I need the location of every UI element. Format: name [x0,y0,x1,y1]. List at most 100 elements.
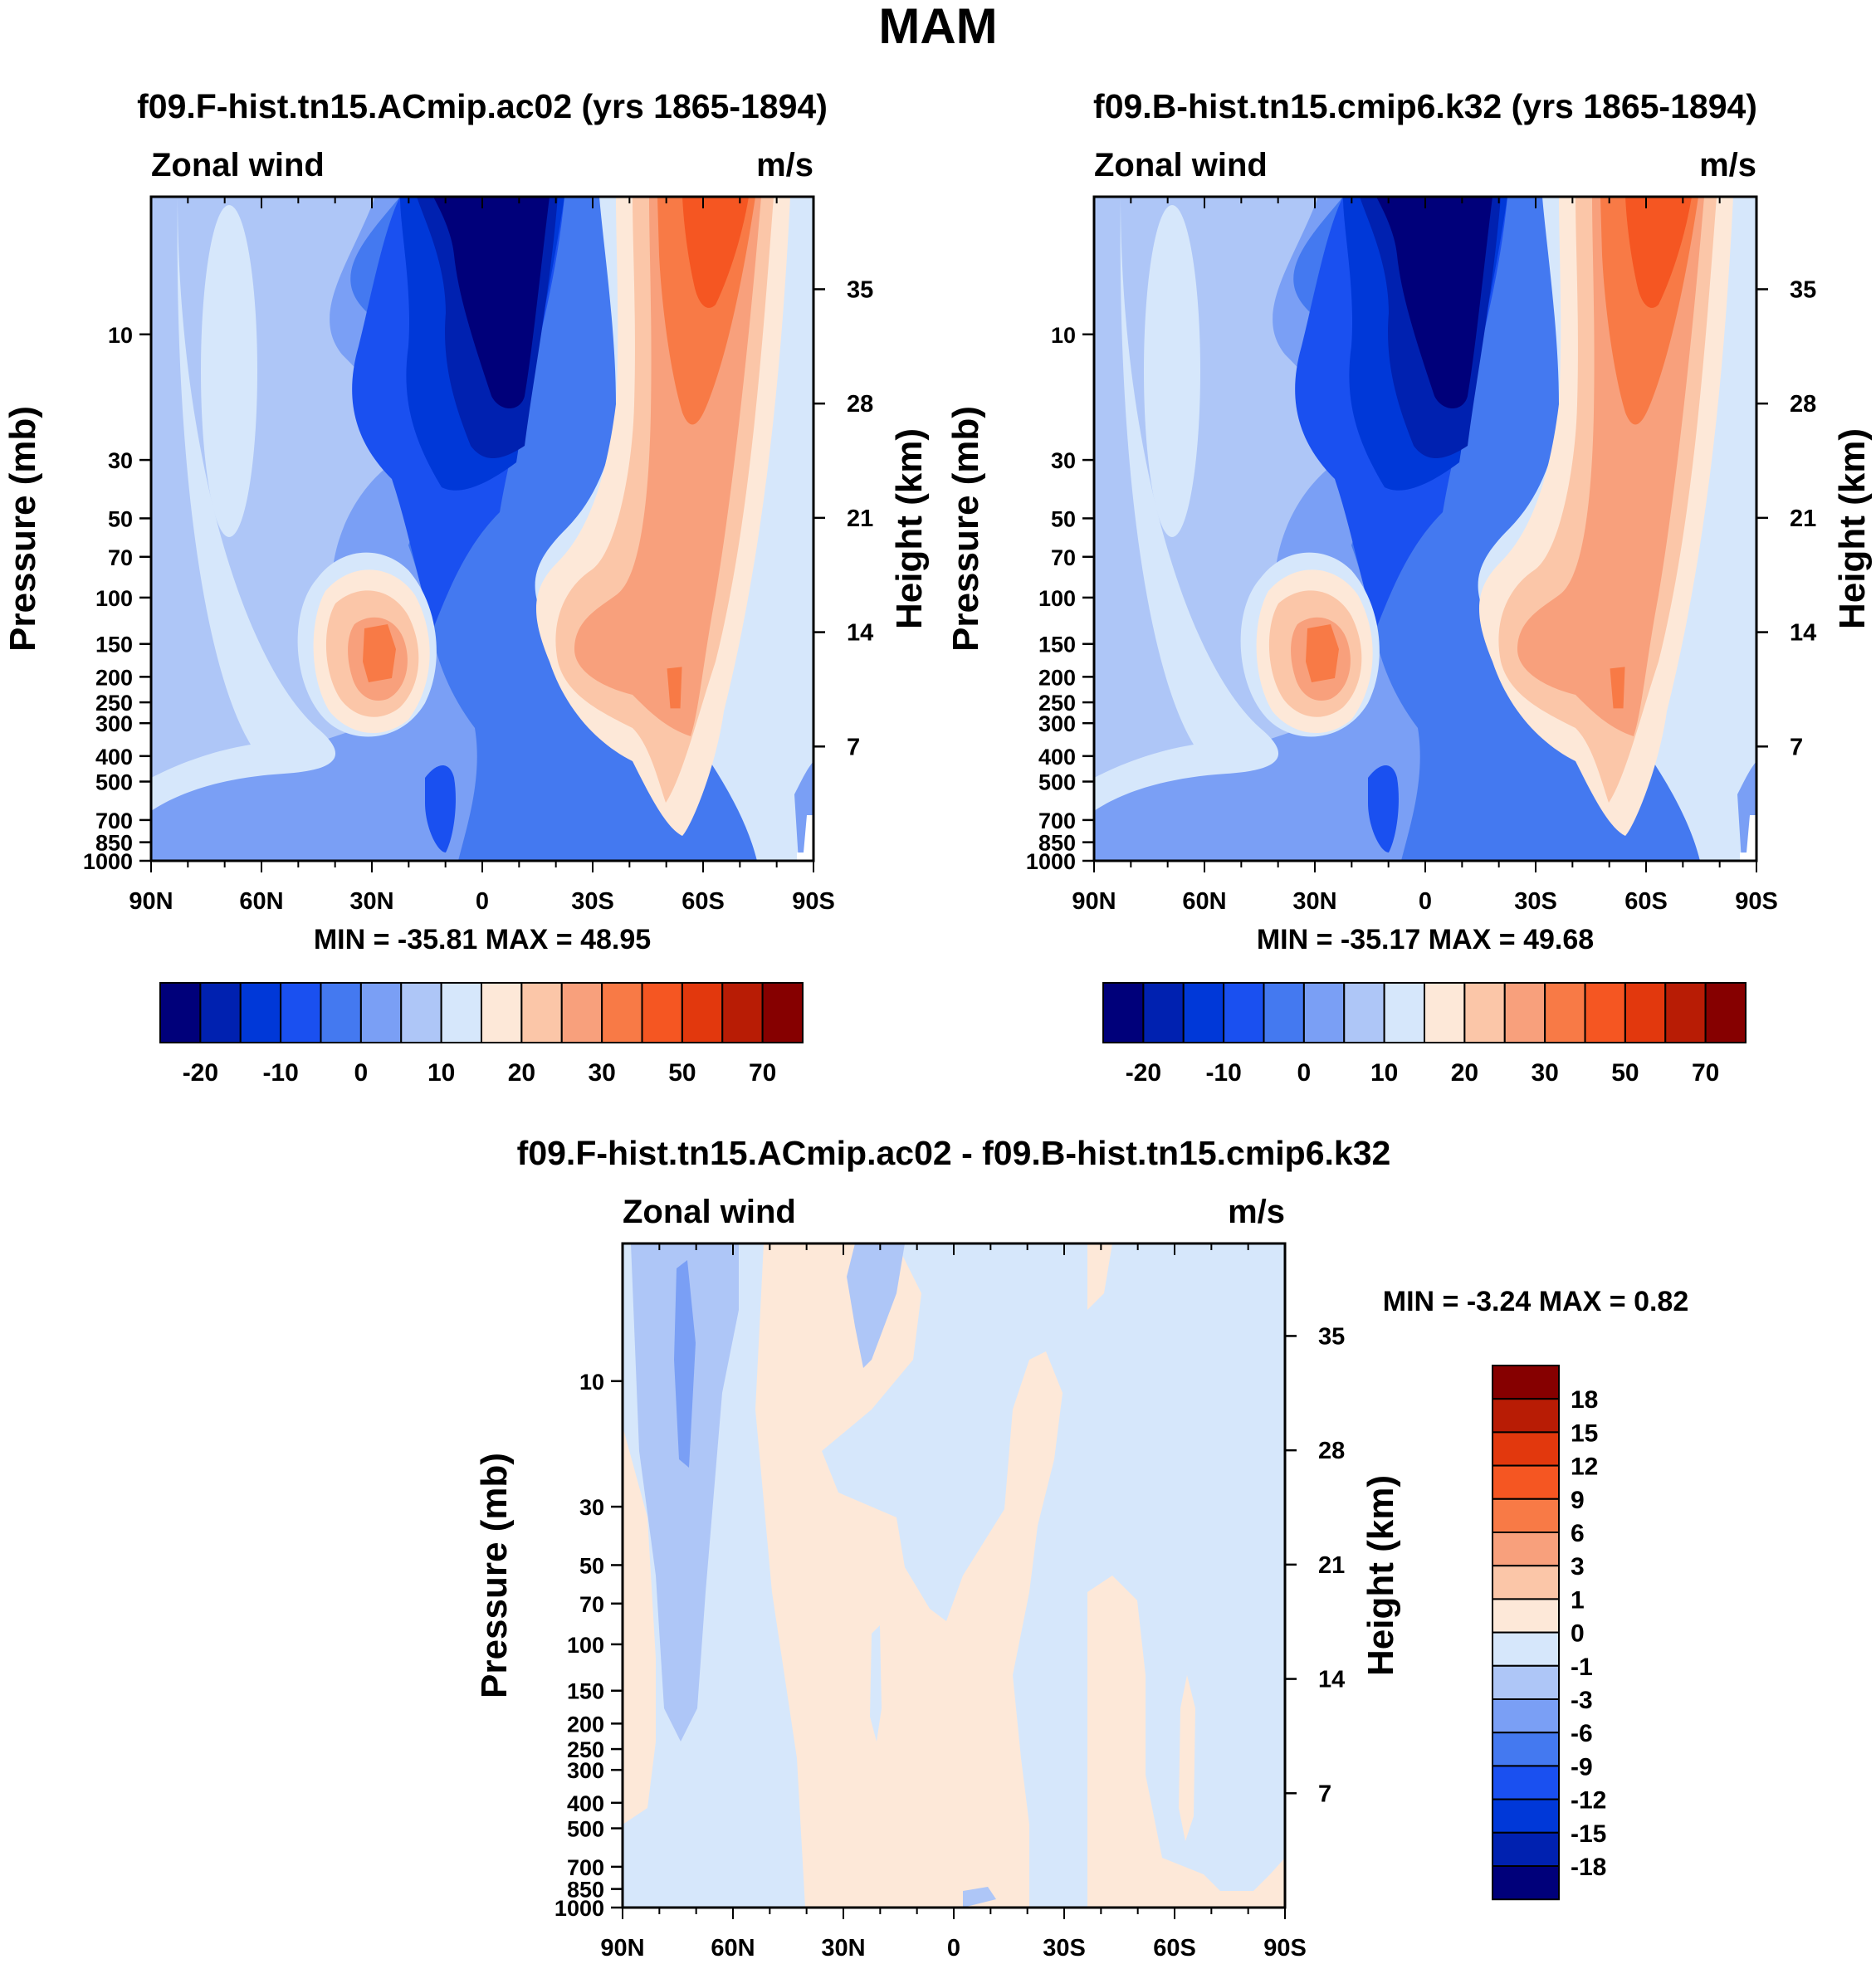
colorbar-label: -12 [1571,1787,1606,1815]
pressure-tick-label: 300 [95,711,133,736]
colorbar-swatch [1492,1664,1560,1701]
colorbar-swatch [721,982,764,1043]
pressure-tick-label: 200 [1038,665,1076,690]
lat-tick-label: 60N [239,888,283,915]
height-tick-label: 35 [847,276,873,303]
colorbar-left: -20 -10 0 10 20 30 50 70 [159,982,804,1087]
pressure-tick-label: 150 [1038,633,1076,657]
colorbar-label: 3 [1571,1553,1585,1580]
colorbar-label: 10 [1370,1059,1398,1087]
colorbar-label: 70 [1692,1059,1719,1087]
pressure-tick-label: 10 [579,1370,604,1395]
pressure-tick-label: 70 [1051,545,1076,570]
pressure-tick-label: 850 [1038,831,1076,856]
colorbar-label: 10 [427,1059,455,1087]
colorbar-swatch [1492,1631,1560,1667]
colorbar-swatch [1463,982,1506,1043]
colorbar-label: 1 [1571,1586,1585,1614]
figure-title: MAM [878,0,997,54]
diff-contour [674,1260,696,1468]
colorbar-swatch [320,982,362,1043]
pressure-tick-label: 100 [95,586,133,611]
pressure-tick-label: 100 [1038,586,1076,611]
zonal-wind-contours [151,197,813,861]
diff-contour [847,1243,905,1368]
jet-core [667,667,682,709]
pressure-tick-label: 850 [567,1878,604,1903]
lat-tick-label: 30N [349,888,393,915]
colorbar-label: 9 [1571,1487,1585,1514]
diff-contour [755,1243,1063,1908]
height-tick-label: 21 [1790,506,1816,532]
pressure-tick-label: 700 [95,809,133,833]
colorbar-label: 50 [1611,1059,1639,1087]
pressure-tick-label: 50 [1051,506,1076,531]
height-tick-label: 7 [847,734,860,760]
height-tick-label: 35 [1318,1323,1345,1350]
colorbar-swatch [1544,982,1586,1043]
pressure-tick-label: 200 [95,665,133,690]
panel-units-label: m/s [1228,1194,1285,1230]
y-axis-label-right: Height (km) [1361,1475,1401,1676]
height-tick-label: 7 [1790,734,1803,760]
colorbar-swatch [1492,1698,1560,1734]
panel-2: f09.B-hist.tn15.cmip6.k32 (yrs 1865-1894… [945,87,1873,915]
lat-tick-label: 30N [821,1935,865,1962]
colorbar-swatch [1492,1398,1560,1434]
colorbar-label: 30 [588,1059,615,1087]
colorbar-label: -6 [1571,1720,1593,1747]
pressure-tick-label: 300 [567,1758,604,1783]
colorbar-label: 6 [1571,1520,1585,1547]
diff-contour [963,1887,996,1908]
colorbar-label: -3 [1571,1687,1593,1714]
colorbar-swatch [481,982,523,1043]
height-tick-label: 35 [1790,276,1816,303]
colorbar-label: 50 [668,1059,696,1087]
lat-tick-label: 90S [1263,1935,1307,1962]
colorbar-swatch [400,982,442,1043]
pressure-tick-label: 200 [567,1712,604,1737]
lat-tick-label: 0 [1419,888,1432,915]
zonal-wind-contours [1094,197,1756,861]
colorbar-swatch [1492,1798,1560,1834]
colorbar-swatch [1492,1865,1560,1901]
pressure-tick-label: 30 [579,1495,604,1520]
colorbar-label: -20 [183,1059,218,1087]
y-axis-label-right: Height (km) [1832,428,1873,629]
colorbar-label: -15 [1571,1820,1606,1848]
colorbar-swatch [1492,1464,1560,1500]
colorbar-label: -9 [1571,1753,1593,1781]
colorbar-label: -20 [1126,1059,1161,1087]
pressure-tick-label: 10 [108,323,133,348]
diff-contour [1087,1576,1285,1908]
colorbar-swatch [1492,1532,1560,1567]
lat-tick-label: 60N [1182,888,1226,915]
panel-3: f09.F-hist.tn15.ACmip.ac02 - f09.B-hist.… [474,1134,1401,1962]
lat-tick-label: 60S [1153,1935,1196,1962]
height-tick-label: 28 [847,391,873,418]
colorbar-label: 12 [1571,1453,1598,1481]
pressure-tick-label: 400 [1038,745,1076,769]
height-tick-label: 21 [847,506,873,532]
height-tick-label: 14 [1318,1667,1345,1693]
colorbar-swatch [1223,982,1265,1043]
panel-variable-label: Zonal wind [623,1194,796,1230]
pressure-tick-label: 250 [567,1737,604,1762]
y-axis-label-right: Height (km) [889,428,930,629]
colorbar-label: -10 [1205,1059,1241,1087]
pressure-tick-label: 400 [95,745,133,769]
contour-field [1094,197,1756,861]
lat-tick-label: 30S [1514,888,1557,915]
colorbar-swatch [1624,982,1667,1043]
pressure-tick-label: 150 [567,1679,604,1704]
pressure-tick-label: 850 [95,831,133,856]
pressure-tick-label: 300 [1038,711,1076,736]
lat-tick-label: 0 [476,888,489,915]
pressure-tick-label: 70 [108,545,133,570]
colorbar-swatch [1102,982,1145,1043]
colorbar-label: 20 [1451,1059,1478,1087]
pressure-tick-label: 500 [567,1817,604,1842]
colorbar-swatch [761,982,804,1043]
pressure-tick-label: 30 [1051,448,1076,473]
